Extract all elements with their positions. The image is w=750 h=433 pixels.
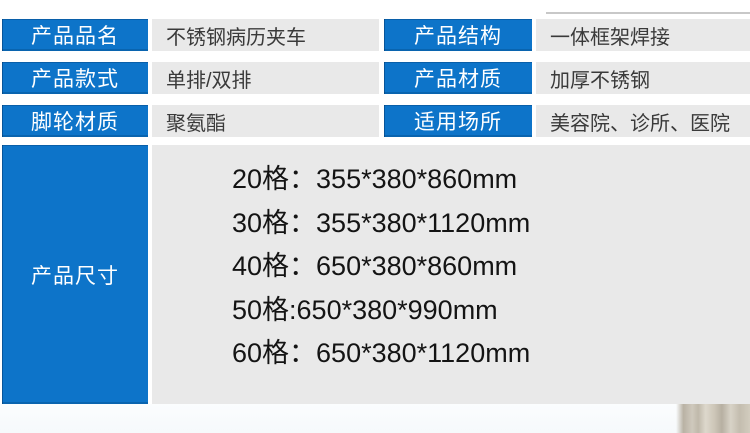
- spec-value-text: 不锈钢病历夹车: [166, 26, 306, 49]
- spec-label-structure: 产品结构: [384, 19, 532, 51]
- photo-edge-streaks: [676, 404, 750, 433]
- spec-value-text: 一体框架焊接: [550, 26, 670, 49]
- spec-value-text: 单排/双排: [166, 69, 252, 92]
- spec-label-text: 产品材质: [414, 68, 502, 91]
- size-line-30: 30格：355*380*1120mm: [232, 207, 531, 238]
- spec-value-structure: 一体框架焊接: [536, 19, 750, 51]
- spec-value-product-name: 不锈钢病历夹车: [152, 19, 379, 51]
- spec-label-material: 产品材质: [384, 62, 532, 94]
- spec-label-style: 产品款式: [2, 62, 148, 94]
- spec-value-product-size: 20格：355*380*860mm 30格：355*380*1120mm 40格…: [152, 145, 750, 404]
- spec-label-text: 产品尺寸: [31, 264, 119, 288]
- spec-label-product-name: 产品品名: [2, 19, 148, 51]
- spec-value-text: 美容院、诊所、医院: [550, 112, 730, 135]
- size-line-20: 20格：355*380*860mm: [232, 164, 518, 194]
- spec-label-applicable-places: 适用场所: [384, 105, 532, 137]
- spec-label-caster-material: 脚轮材质: [2, 105, 148, 137]
- size-line-40: 40格：650*380*860mm: [232, 251, 518, 281]
- spec-value-text: 加厚不锈钢: [550, 69, 650, 92]
- spec-label-text: 适用场所: [414, 111, 502, 134]
- spec-label-text: 脚轮材质: [31, 111, 119, 134]
- spec-value-caster-material: 聚氨酯: [152, 105, 379, 137]
- spec-value-text: 聚氨酯: [166, 112, 226, 135]
- size-line-60: 60格：650*380*1120mm: [232, 338, 531, 368]
- divider-line: [546, 12, 750, 14]
- spec-label-text: 产品品名: [31, 25, 119, 48]
- spec-value-material: 加厚不锈钢: [536, 62, 750, 94]
- spec-label-product-size: 产品尺寸: [2, 145, 148, 404]
- spec-label-text: 产品结构: [414, 25, 502, 48]
- spec-label-text: 产品款式: [31, 68, 119, 91]
- size-line-50: 50格:650*380*990mm: [232, 294, 498, 325]
- spec-value-applicable-places: 美容院、诊所、医院: [536, 105, 750, 137]
- spec-value-style: 单排/双排: [152, 62, 379, 94]
- bottom-band: [0, 404, 750, 433]
- size-lines: 20格：355*380*860mm 30格：355*380*1120mm 40格…: [166, 145, 530, 376]
